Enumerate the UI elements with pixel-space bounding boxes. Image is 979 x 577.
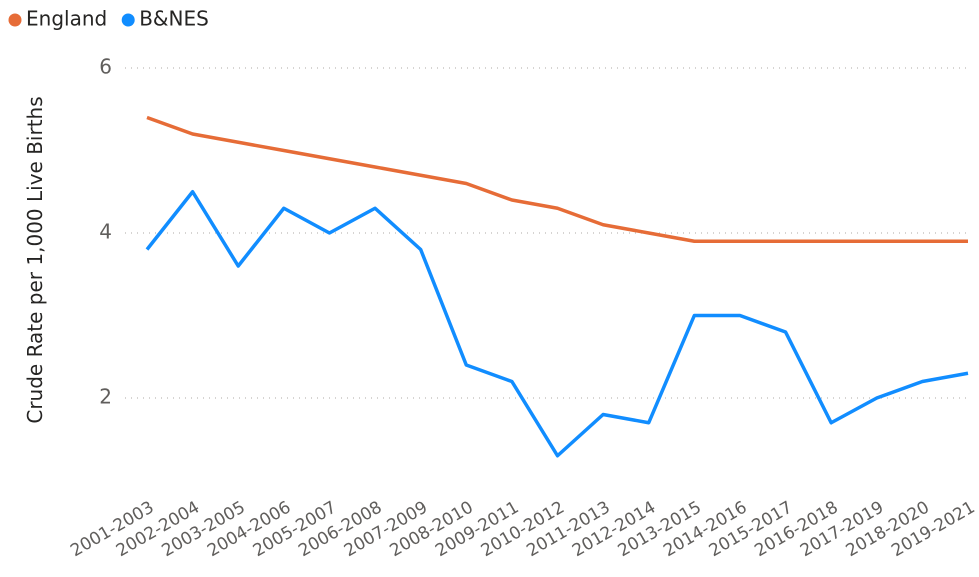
legend-label: B&NES — [139, 7, 209, 31]
y-axis-title: Crude Rate per 1,000 Live Births — [23, 96, 47, 423]
y-tick-label: 6 — [99, 55, 112, 79]
legend-marker — [121, 13, 135, 27]
legend-label: England — [26, 7, 107, 31]
legend-marker — [8, 13, 22, 27]
y-tick-label: 4 — [99, 220, 112, 244]
y-tick-label: 2 — [99, 385, 112, 409]
series-line — [146, 115, 968, 243]
series-line — [145, 190, 969, 458]
